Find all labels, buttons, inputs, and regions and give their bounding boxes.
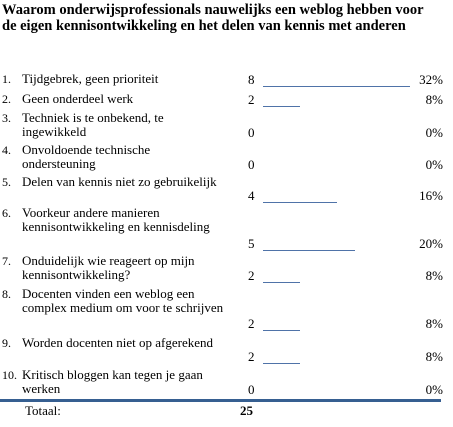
title: Waarom onderwijsprofessionals nauwelijks…	[2, 2, 424, 34]
row: 4. Onvoldoende technische ondersteuning 0 0…	[0, 143, 453, 172]
row-count: 2	[248, 268, 255, 283]
row-number: 3.	[2, 111, 11, 125]
row-count: 2	[248, 316, 255, 331]
row-percent: 0%	[425, 157, 443, 172]
row-number: 6.	[2, 206, 11, 220]
row-count: 2	[248, 349, 255, 364]
bar	[263, 329, 300, 331]
row-text: Onvoldoende technische ondersteuning	[22, 142, 151, 171]
bar	[263, 281, 300, 283]
row: 6. Voorkeur andere manieren kennisontwikk…	[0, 206, 453, 251]
row-number: 1.	[2, 72, 11, 86]
bar	[263, 249, 355, 251]
total-rule	[0, 399, 441, 402]
row: 7. Onduidelijk wie reageert op mijn kenni…	[0, 254, 453, 283]
row-percent: 20%	[419, 236, 443, 251]
row-percent: 16%	[419, 188, 443, 203]
row-percent: 8%	[425, 268, 443, 283]
row-number: 8.	[2, 287, 11, 301]
row: 2. Geen onderdeel werk 2 8%	[0, 92, 453, 107]
row: 1. Tijdgebrek, geen prioriteit 8 32%	[0, 72, 453, 87]
row-percent: 32%	[419, 72, 443, 87]
row-count: 0	[248, 157, 255, 172]
row-count: 5	[248, 236, 255, 251]
row-percent: 8%	[425, 349, 443, 364]
row-number: 5.	[2, 175, 11, 189]
bar	[263, 362, 300, 364]
row-text: Kritisch bloggen kan tegen je gaan werke…	[22, 367, 203, 396]
row: 5. Delen van kennis niet zo gebruikelijk 4…	[0, 175, 453, 203]
bar	[263, 201, 337, 203]
row-percent: 8%	[425, 316, 443, 331]
row-text: Geen onderdeel werk	[22, 91, 134, 106]
row-text: Onduidelijk wie reageert op mijn kenniso…	[22, 253, 195, 282]
row-percent: 0%	[425, 125, 443, 140]
row-number: 2.	[2, 92, 11, 106]
row-count: 2	[248, 92, 255, 107]
bar	[263, 85, 411, 87]
total-value: 25	[240, 403, 253, 418]
row-text: Worden docenten niet op afgerekend	[22, 335, 213, 350]
row: 8. Docenten vinden een weblog een complex…	[0, 287, 453, 331]
row-number: 9.	[2, 336, 11, 350]
row-text: Techniek is te onbekend, te ingewikkeld	[22, 110, 164, 139]
row: 10. Kritisch bloggen kan tegen je gaan we…	[0, 368, 453, 397]
row-text: Docenten vinden een weblog een complex m…	[22, 286, 224, 315]
total-label: Totaal:	[25, 403, 61, 418]
row: 9. Worden docenten niet op afgerekend 2 8%	[0, 336, 453, 364]
row-text: Tijdgebrek, geen prioriteit	[22, 71, 159, 86]
row-number: 4.	[2, 143, 11, 157]
bar	[263, 105, 300, 107]
row-text: Delen van kennis niet zo gebruikelijk	[22, 174, 217, 189]
row-number: 7.	[2, 254, 11, 268]
row-text: Voorkeur andere manieren kennisontwikkel…	[22, 205, 210, 234]
row-count: 4	[248, 188, 255, 203]
row-percent: 8%	[425, 92, 443, 107]
row-number: 10.	[2, 368, 17, 382]
row-count: 8	[248, 72, 255, 87]
row-count: 0	[248, 382, 255, 397]
row-percent: 0%	[425, 382, 443, 397]
row: 3. Techniek is te onbekend, te ingewikkel…	[0, 111, 453, 140]
row-count: 0	[248, 125, 255, 140]
